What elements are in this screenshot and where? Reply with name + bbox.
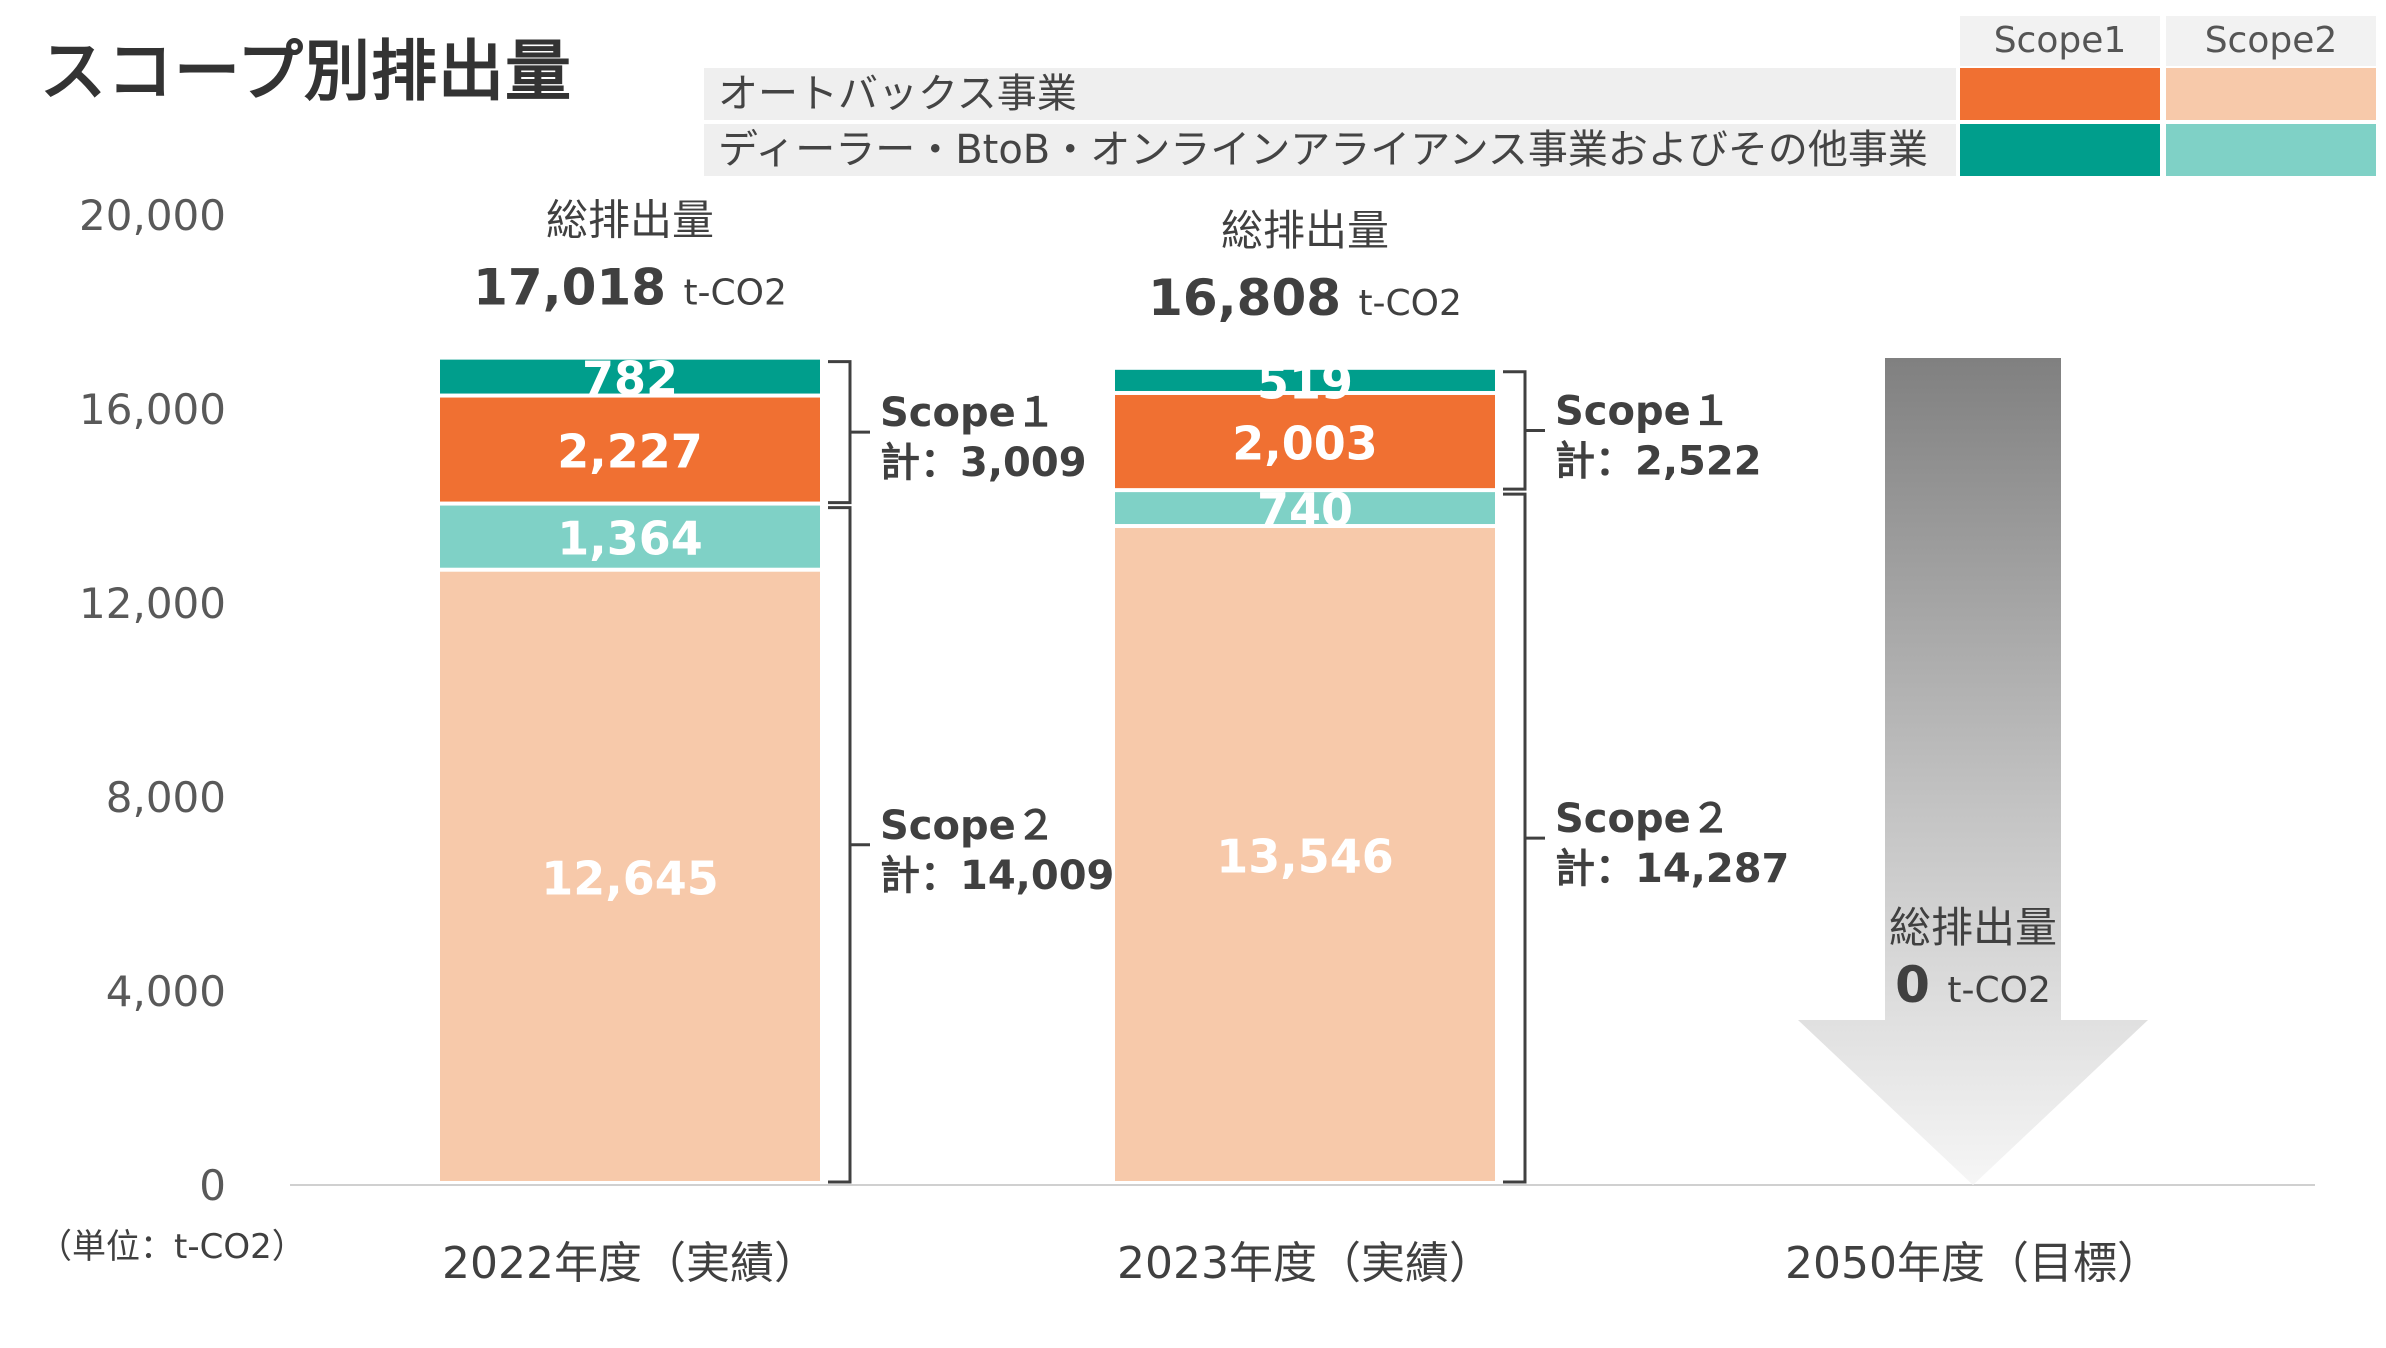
total-value: 0 <box>1895 956 1947 1014</box>
legend-swatch-other-scope2 <box>2166 124 2376 176</box>
legend: Scope1 Scope2 オートバックス事業 ディーラー・BtoB・オンライン… <box>0 0 2386 180</box>
total-unit: t-CO2 <box>1358 283 1461 324</box>
total-value-group: 17,018 t-CO2 <box>473 259 787 317</box>
unit-label: （単位：t-CO2） <box>38 1227 306 1267</box>
scope-bracket-total: 計：2,522 <box>1555 438 1762 484</box>
scope-bracket-total: 計：14,009 <box>880 853 1114 899</box>
scope-bracket-name: Scope１ <box>880 390 1056 436</box>
bar-segment <box>440 359 820 394</box>
total-unit: t-CO2 <box>683 273 786 314</box>
total-unit: t-CO2 <box>1947 970 2050 1011</box>
legend-row-label-other: ディーラー・BtoB・オンラインアライアンス事業およびその他事業 <box>704 124 1956 176</box>
total-label: 総排出量 <box>546 196 714 245</box>
data-label: 13,546 <box>1216 830 1394 884</box>
data-label: 740 <box>1257 483 1353 537</box>
scope-bracket-name: Scope２ <box>1555 796 1731 842</box>
legend-swatch-autobacs-scope1 <box>1960 68 2160 120</box>
data-label: 519 <box>1257 355 1353 409</box>
data-label: 2,227 <box>557 425 703 479</box>
total-value: 16,808 <box>1148 269 1358 327</box>
y-tick-label: 16,000 <box>79 385 226 434</box>
bar-segment <box>1115 528 1495 1181</box>
legend-swatch-autobacs-scope2 <box>2166 68 2376 120</box>
target-arrow <box>1798 358 2148 1185</box>
bar-segment <box>440 505 820 568</box>
data-label: 12,645 <box>541 851 719 905</box>
bar-segment <box>440 397 820 502</box>
legend-header-scope2: Scope2 <box>2166 16 2376 66</box>
category-label: 2022年度（実績） <box>442 1238 818 1289</box>
y-tick-label: 0 <box>199 1161 226 1210</box>
total-label: 総排出量 <box>1221 206 1389 255</box>
bar-segment <box>1115 492 1495 525</box>
y-tick-label: 4,000 <box>106 967 226 1016</box>
bar-segment <box>1115 369 1495 391</box>
data-label: 1,364 <box>557 512 703 566</box>
legend-swatch-other-scope1 <box>1960 124 2160 176</box>
total-value: 17,018 <box>473 259 683 317</box>
y-tick-label: 12,000 <box>79 579 226 628</box>
page-title: スコープ別排出量 <box>40 33 573 110</box>
scope-bracket <box>828 360 852 505</box>
legend-header-scope1: Scope1 <box>1960 16 2160 66</box>
scope-bracket-name: Scope１ <box>1555 388 1731 434</box>
scope-bracket <box>1503 370 1527 491</box>
y-tick-label: 8,000 <box>106 773 226 822</box>
legend-row-label-autobacs: オートバックス事業 <box>704 68 1956 120</box>
bar-segment <box>440 571 820 1181</box>
scope-bracket-name: Scope２ <box>880 803 1056 849</box>
scope-bracket-total: 計：3,009 <box>880 440 1087 486</box>
scope-bracket <box>1503 492 1527 1184</box>
scope-bracket <box>828 506 852 1184</box>
category-label: 2023年度（実績） <box>1117 1238 1493 1289</box>
total-label: 総排出量 <box>1889 903 2057 952</box>
scope-bracket-total: 計：14,287 <box>1555 846 1789 892</box>
data-label: 2,003 <box>1232 417 1378 471</box>
bar-segment <box>1115 394 1495 489</box>
y-tick-label: 20,000 <box>79 191 226 240</box>
total-value-group: 0 t-CO2 <box>1895 956 2051 1014</box>
category-label: 2050年度（目標） <box>1785 1238 2161 1289</box>
total-value-group: 16,808 t-CO2 <box>1148 269 1462 327</box>
data-label: 782 <box>582 352 678 406</box>
